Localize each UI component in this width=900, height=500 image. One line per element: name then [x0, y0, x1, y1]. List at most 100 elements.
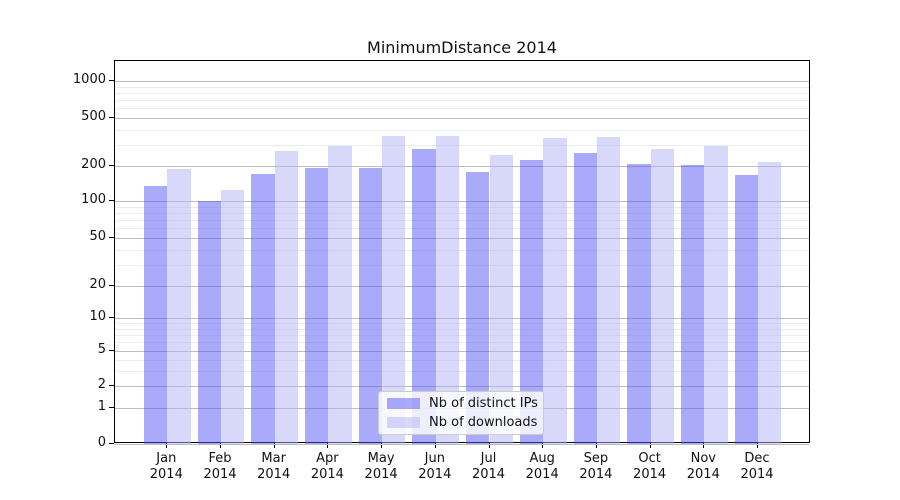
bar-distinct-ips-dec	[734, 175, 758, 444]
x-tick-label-sep: Sep 2014	[579, 451, 613, 482]
y-tick-label: 200	[81, 157, 106, 172]
x-tick-mark	[220, 443, 221, 448]
x-tick-label-feb: Feb 2014	[203, 451, 237, 482]
bar-downloads-feb	[221, 189, 245, 444]
x-tick-label-jun: Jun 2014	[418, 451, 452, 482]
y-tick-label: 50	[89, 229, 106, 244]
bar-distinct-ips-jul	[466, 171, 490, 444]
y-gridline-major	[115, 286, 809, 287]
x-tick-mark	[542, 443, 544, 448]
x-tick-label-jan: Jan 2014	[149, 451, 183, 482]
y-gridline-minor	[115, 100, 809, 102]
y-gridline-minor	[115, 323, 809, 325]
y-tick-label: 1000	[72, 72, 106, 87]
x-tick-mark	[488, 443, 490, 448]
bar-downloads-apr	[328, 145, 352, 444]
y-gridline-major	[115, 118, 809, 119]
y-gridline-minor	[115, 359, 809, 361]
y-gridline-minor	[115, 264, 809, 266]
y-tick-mark	[109, 200, 114, 201]
y-gridline-minor	[115, 334, 809, 336]
y-tick-mark	[109, 350, 114, 351]
y-tick-label: 20	[89, 277, 106, 292]
y-tick-mark	[109, 317, 114, 318]
legend-item-distinct-ips: Nb of distinct IPs	[379, 396, 543, 411]
y-gridline-minor	[115, 328, 809, 330]
y-tick-mark	[109, 443, 114, 444]
bar-distinct-ips-jan	[143, 185, 168, 444]
legend-label-downloads: Nb of downloads	[429, 415, 538, 430]
x-tick-mark	[757, 443, 758, 448]
bar-downloads-aug	[543, 137, 567, 444]
y-gridline-major	[115, 351, 809, 352]
legend: Nb of distinct IPs Nb of downloads	[378, 391, 544, 435]
bar-distinct-ips-jun	[412, 149, 436, 444]
bar-downloads-dec	[758, 162, 782, 444]
x-tick-mark	[649, 443, 651, 448]
y-tick-mark	[109, 385, 114, 386]
bar-downloads-nov	[704, 146, 728, 444]
legend-swatch-distinct-ips	[387, 398, 420, 409]
bar-downloads-jul	[489, 155, 513, 444]
y-tick-label: 2	[97, 377, 106, 392]
x-tick-mark	[273, 443, 275, 448]
bar-distinct-ips-apr	[305, 168, 329, 444]
y-tick-mark	[109, 237, 114, 238]
bar-distinct-ips-aug	[519, 159, 544, 444]
y-gridline-minor	[115, 342, 809, 344]
x-tick-label-aug: Aug 2014	[525, 451, 559, 482]
x-tick-label-dec: Dec 2014	[740, 451, 774, 482]
y-gridline-minor	[115, 228, 809, 230]
y-gridline-major	[115, 81, 809, 82]
y-tick-label: 1	[97, 399, 106, 414]
y-gridline-minor	[115, 144, 809, 146]
bar-downloads-may	[382, 135, 406, 444]
y-gridline-major	[115, 444, 809, 445]
y-gridline-minor	[115, 220, 809, 222]
y-gridline-minor	[115, 129, 809, 131]
y-gridline-minor	[115, 370, 809, 372]
bar-downloads-mar	[274, 151, 299, 444]
y-tick-label: 10	[89, 309, 106, 324]
x-tick-mark	[434, 443, 436, 448]
y-gridline-major	[115, 386, 809, 387]
y-tick-mark	[109, 165, 114, 166]
x-tick-mark	[703, 443, 705, 448]
y-tick-mark	[109, 407, 114, 408]
y-gridline-minor	[115, 108, 809, 110]
y-gridline-minor	[115, 206, 809, 208]
chart-title: MinimumDistance 2014	[367, 38, 557, 57]
x-tick-label-nov: Nov 2014	[686, 451, 720, 482]
bar-downloads-jan	[167, 169, 191, 444]
legend-label-distinct-ips: Nb of distinct IPs	[429, 396, 538, 411]
y-tick-label: 0	[97, 435, 106, 450]
bar-distinct-ips-mar	[251, 173, 275, 444]
bar-distinct-ips-oct	[627, 163, 651, 444]
legend-swatch-downloads	[387, 417, 420, 428]
y-tick-mark	[109, 285, 114, 286]
x-tick-label-oct: Oct 2014	[633, 451, 667, 482]
x-tick-mark	[166, 443, 168, 448]
bar-distinct-ips-nov	[680, 165, 705, 444]
bar-downloads-sep	[596, 137, 621, 444]
y-tick-mark	[109, 80, 114, 81]
x-tick-mark	[381, 443, 383, 448]
bar-downloads-oct	[650, 148, 674, 444]
x-tick-label-mar: Mar 2014	[257, 451, 291, 482]
x-tick-label-may: May 2014	[364, 451, 398, 482]
x-tick-label-jul: Jul 2014	[471, 451, 506, 482]
y-tick-mark	[109, 117, 114, 118]
y-gridline-major	[115, 318, 809, 319]
y-gridline-minor	[115, 212, 809, 214]
y-gridline-major	[115, 238, 809, 239]
y-gridline-minor	[115, 249, 809, 251]
y-tick-label: 500	[81, 109, 106, 124]
plot-area	[114, 60, 810, 445]
x-tick-label-apr: Apr 2014	[310, 451, 344, 482]
y-tick-label: 5	[97, 342, 106, 357]
x-tick-mark	[327, 443, 329, 448]
bar-distinct-ips-may	[358, 168, 383, 444]
y-gridline-major	[115, 166, 809, 167]
y-gridline-minor	[115, 92, 809, 94]
